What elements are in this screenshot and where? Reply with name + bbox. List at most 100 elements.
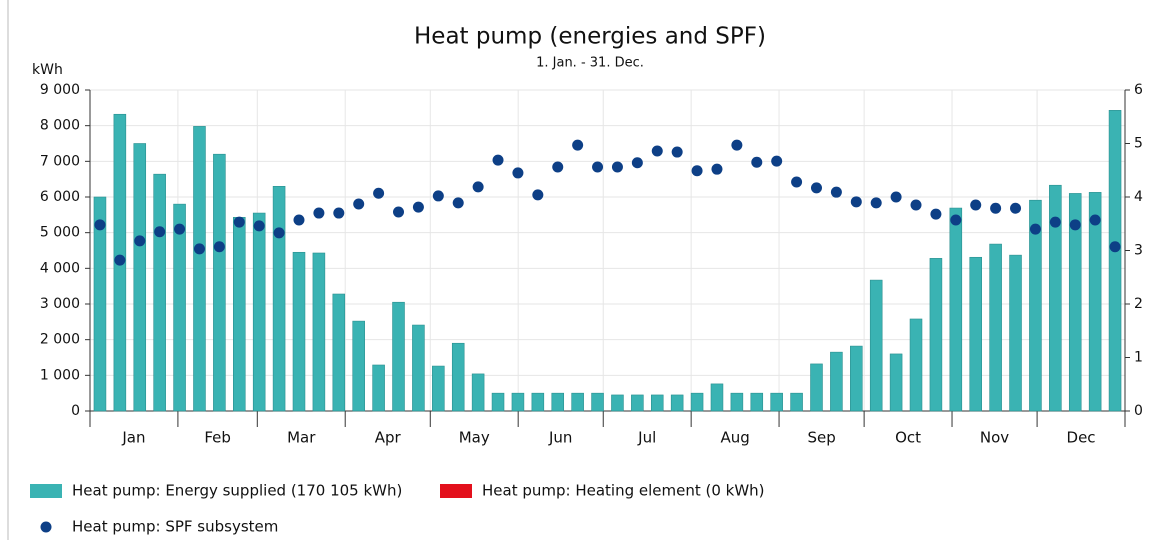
bar (909, 318, 923, 412)
bar (392, 301, 405, 412)
legend-label: Heat pump: Energy supplied (170 105 kWh) (72, 482, 402, 500)
bar (850, 345, 863, 412)
bar (889, 353, 903, 412)
spf-point (572, 139, 584, 151)
spf-point (353, 198, 365, 210)
bar (432, 365, 445, 412)
y-tick-label: 5 000 (40, 225, 80, 241)
spf-point (532, 189, 544, 201)
x-tick-label: Dec (1067, 429, 1096, 447)
spf-point (412, 201, 424, 213)
bar (372, 364, 385, 412)
x-tick-label: Jan (121, 429, 145, 447)
spf-point (910, 199, 922, 211)
spf-point (552, 161, 564, 173)
bar (869, 279, 883, 412)
spf-point (313, 207, 325, 219)
legend-swatch (40, 521, 52, 533)
bar (352, 320, 365, 412)
bar (830, 351, 843, 412)
spf-point (810, 182, 822, 194)
spf-point (791, 176, 803, 188)
bar (730, 392, 744, 412)
legend-label: Heat pump: Heating element (0 kWh) (482, 482, 765, 500)
bar (989, 243, 1002, 412)
spf-point (950, 214, 962, 226)
bar (1068, 193, 1082, 412)
y-tick-label: 3 000 (40, 296, 80, 312)
legend-swatch (30, 484, 62, 498)
x-tick-label: Nov (980, 429, 1009, 447)
bar (272, 186, 286, 412)
spf-point (930, 208, 942, 220)
y2-tick-label: 1 (1134, 350, 1143, 366)
bar (233, 217, 246, 412)
y-axis-label: kWh (32, 62, 63, 78)
spf-point (432, 190, 444, 202)
spf-point (870, 197, 882, 209)
spf-point (830, 186, 842, 198)
bar (491, 392, 505, 412)
spf-point (174, 223, 186, 235)
x-tick-label: Jun (548, 429, 572, 447)
x-tick-label: Apr (375, 429, 402, 447)
spf-point (233, 216, 245, 228)
spf-point (393, 206, 405, 218)
y2-tick-label: 0 (1134, 403, 1143, 419)
y2-tick-label: 4 (1134, 189, 1143, 205)
spf-point (472, 181, 484, 193)
spf-point (1010, 202, 1022, 214)
bar (949, 207, 963, 412)
bar (213, 153, 226, 412)
y-tick-label: 4 000 (40, 260, 80, 276)
spf-point (631, 157, 643, 169)
bar (710, 383, 724, 412)
bar (631, 394, 644, 412)
y-tick-label: 0 (71, 403, 80, 419)
spf-point (213, 241, 225, 253)
spf-point (293, 214, 305, 226)
bar (929, 258, 943, 412)
spf-point (94, 219, 106, 231)
x-tick-label: May (459, 429, 490, 447)
spf-point (751, 156, 763, 168)
spf-point (611, 161, 623, 173)
spf-point (1109, 241, 1121, 253)
spf-point (850, 196, 862, 208)
bar (810, 363, 823, 412)
bar (611, 394, 624, 412)
spf-point (711, 163, 723, 175)
spf-point (512, 167, 524, 179)
legend-swatch (440, 484, 472, 498)
bar (292, 251, 306, 412)
bar (1088, 192, 1102, 412)
bar (670, 394, 684, 412)
spf-point (651, 145, 663, 157)
spf-point (731, 139, 743, 151)
bar (451, 342, 465, 412)
bar (252, 212, 266, 412)
bar (790, 392, 803, 412)
bar (1108, 110, 1122, 412)
x-tick-label: Mar (287, 429, 316, 447)
legend-label: Heat pump: SPF subsystem (72, 518, 278, 536)
bar (969, 256, 982, 412)
spf-point (890, 191, 902, 203)
chart-subtitle: 1. Jan. - 31. Dec. (536, 56, 644, 71)
bar (591, 392, 604, 412)
x-tick-label: Sep (807, 429, 835, 447)
bar (551, 392, 565, 412)
y-tick-label: 6 000 (40, 189, 80, 205)
bar (173, 203, 186, 412)
bar (312, 252, 326, 412)
y2-tick-label: 6 (1134, 82, 1143, 98)
spf-point (134, 235, 146, 247)
spf-point (1049, 216, 1061, 228)
bar (412, 324, 425, 412)
spf-point (1089, 214, 1101, 226)
spf-point (990, 202, 1002, 214)
x-tick-label: Feb (204, 429, 231, 447)
spf-point (114, 254, 126, 266)
bar (750, 392, 764, 412)
